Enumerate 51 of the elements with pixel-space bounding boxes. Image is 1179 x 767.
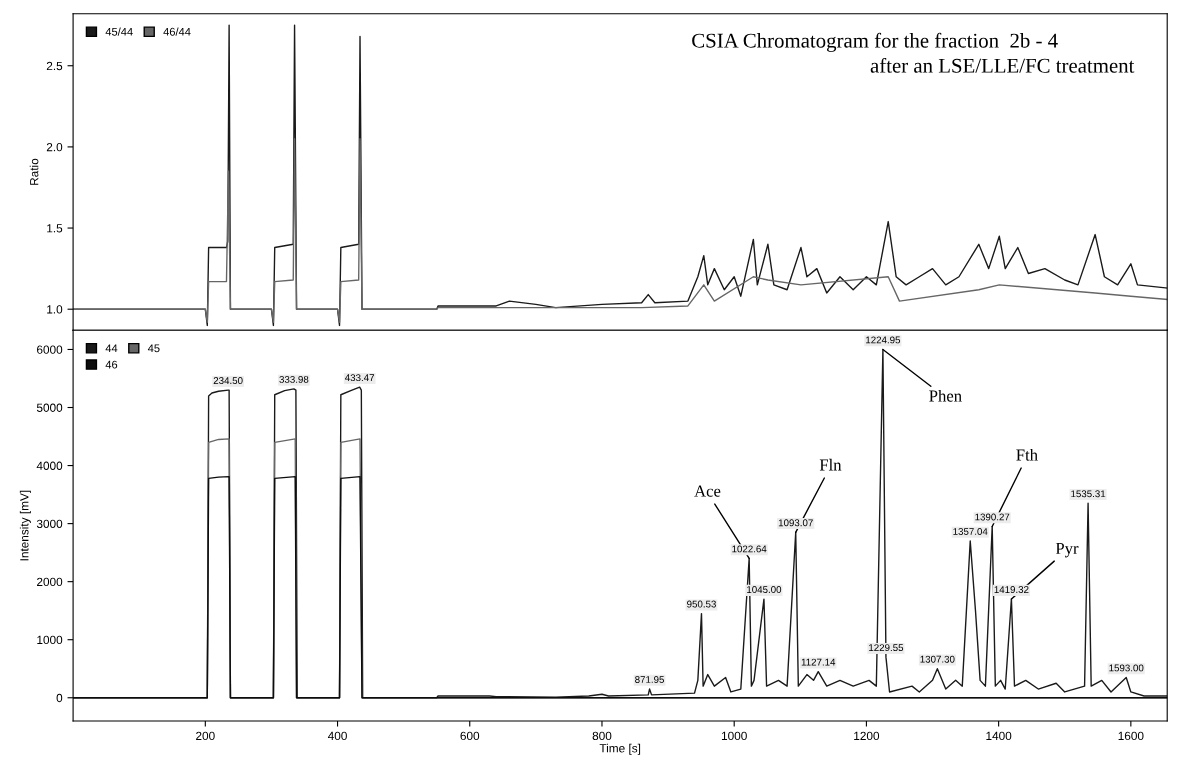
annotation: 1357.04 (953, 528, 988, 535)
annotation: Fth (1016, 448, 1038, 461)
annotation: 1593.00 (1109, 664, 1144, 672)
annotation: 1127.14 (801, 658, 836, 666)
annotation: 1229.55 (869, 644, 904, 652)
x-tick-label: 1600 (1118, 731, 1144, 741)
x-tick-label: 200 (196, 731, 215, 741)
annotation: 333.98 (279, 375, 309, 383)
annotation: 950.53 (687, 600, 716, 608)
annotation: 1390.27 (975, 513, 1010, 521)
legend-label: 45/44 (105, 27, 133, 36)
annotation: 234.50 (213, 377, 243, 385)
x-tick-label: 1400 (986, 731, 1012, 741)
y-tick-label: 3000 (36, 519, 63, 528)
annotation: 871.95 (635, 676, 664, 683)
y-tick-label: 2000 (37, 577, 63, 587)
x-tick-label: 400 (327, 731, 347, 741)
x-tick-label: 800 (592, 731, 612, 741)
text: CSIA Chromatogram for the fraction 2b - 4 (692, 32, 1058, 52)
y-axis-title: Intensity [mV] (19, 490, 31, 561)
y-tick-label: 4000 (36, 461, 63, 470)
x-tick-label: 1200 (854, 731, 880, 741)
y-tick-label: 2.5 (46, 61, 63, 71)
y-tick-label: 2.0 (46, 142, 63, 152)
annotation: 1045.00 (747, 586, 782, 593)
annotation: 1535.31 (1071, 490, 1106, 498)
annotation: 433.47 (345, 374, 375, 382)
x-tick-label: 1000 (721, 731, 747, 741)
legend-label: 46/44 (163, 27, 191, 36)
legend-label: 44 (105, 344, 118, 353)
y-tick-label: 1000 (37, 635, 63, 645)
annotation: Fln (819, 458, 842, 471)
y-tick-label: 6000 (37, 345, 63, 354)
annotation: 1419.32 (994, 586, 1029, 593)
y-tick-label: 1.5 (47, 224, 63, 233)
annotation: Ace (694, 485, 721, 497)
x-tick-label: 600 (460, 731, 480, 741)
y-tick-label: 5000 (36, 403, 63, 412)
annotation: 1307.30 (920, 655, 955, 663)
y-axis-title: Ratio (29, 158, 39, 185)
legend-label: 46 (105, 360, 118, 369)
y-tick-label: 1.0 (47, 305, 63, 314)
annotation: Phen (929, 389, 962, 402)
annotation: 1224.95 (866, 336, 901, 344)
annotation: 1093.07 (778, 519, 813, 527)
y-tick-label: 0 (56, 693, 63, 703)
annotation: Pyr (1055, 542, 1079, 558)
text: after an LSE/LLE/FC treatment (870, 57, 1135, 73)
x-axis-title: Time [s] (599, 743, 641, 755)
annotation: 1022.64 (732, 545, 767, 553)
legend-label: 45 (147, 344, 160, 353)
